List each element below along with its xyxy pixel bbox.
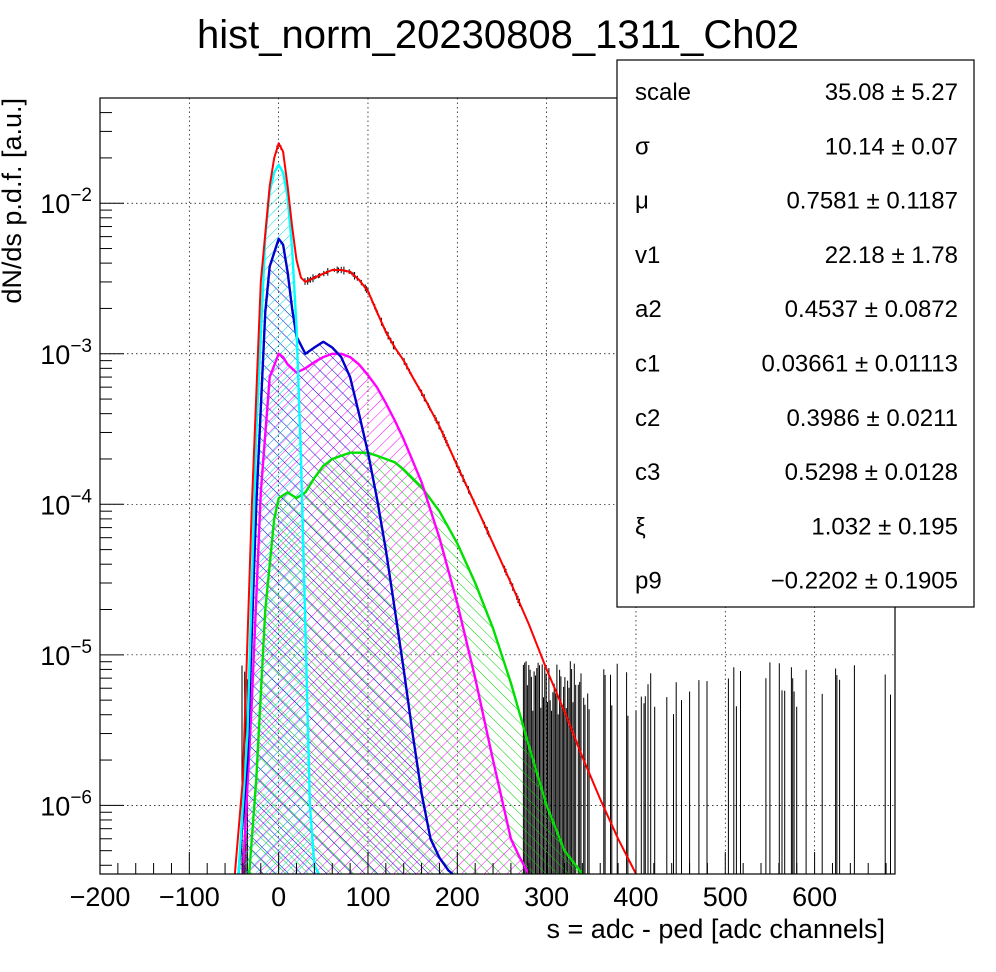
fit-stats-box: scale 35.08 ± 5.27 σ 10.14 ± 0.07 μ 0.7581 ± … (616, 59, 975, 608)
stat-value: 0.4537 ± 0.0872 (785, 296, 958, 323)
y-tick-labels: 10−6 10−5 10−4 10−3 10−2 (40, 185, 92, 821)
stat-value: 22.18 ± 1.78 (825, 242, 958, 269)
x-tick-label: 200 (435, 882, 480, 912)
stat-name: a2 (635, 296, 662, 323)
x-tick-label: 300 (524, 882, 569, 912)
x-tick-labels: −200 −100 0 100 200 300 400 500 600 (70, 882, 838, 912)
fit-curves (233, 142, 637, 874)
stat-name: c1 (635, 351, 660, 378)
stat-name: c3 (635, 459, 660, 486)
stat-name: scale (635, 79, 691, 106)
total-fit-curve (233, 142, 637, 874)
x-tick-label: 500 (703, 882, 748, 912)
y-tick-label: 10−5 (40, 637, 92, 671)
y-tick-label: 10−3 (40, 336, 92, 370)
x-axis-title: s = adc - ped [adc channels] (547, 914, 885, 944)
y-axis-title: dN/ds p.d.f. [a.u.] (0, 98, 27, 304)
stat-value: 35.08 ± 5.27 (825, 79, 958, 106)
stat-value: 1.032 ± 0.195 (811, 513, 958, 540)
chart-title: hist_norm_20230808_1311_Ch02 (197, 13, 799, 57)
stat-value: 0.7581 ± 0.1187 (786, 188, 958, 215)
stat-name: μ (635, 188, 649, 215)
stat-name: σ (635, 133, 650, 160)
component-curve (241, 352, 530, 874)
x-tick-label: 600 (792, 882, 837, 912)
stat-value: 0.3986 ± 0.0211 (786, 405, 958, 432)
y-tick-label: 10−4 (40, 486, 92, 520)
x-tick-label: 0 (271, 882, 286, 912)
stat-value: 0.5298 ± 0.0128 (785, 459, 958, 486)
stat-value: 10.14 ± 0.07 (825, 133, 958, 160)
stat-name: c2 (635, 405, 660, 432)
x-tick-label: 100 (345, 882, 390, 912)
x-tick-label: −100 (159, 882, 220, 912)
stat-name: v1 (635, 242, 660, 269)
component-curve (237, 237, 454, 874)
component-fill-area (238, 164, 319, 874)
component-curve (237, 163, 320, 874)
axis-ticks (99, 97, 887, 874)
component-fills (238, 164, 583, 874)
stat-name: p9 (635, 568, 662, 595)
stat-value: 0.03661 ± 0.01113 (762, 351, 958, 378)
stat-value: −0.2202 ± 0.1905 (771, 568, 958, 595)
stat-name: ξ (635, 513, 646, 540)
y-tick-label: 10−6 (40, 787, 92, 821)
x-tick-label: 400 (613, 882, 658, 912)
x-tick-label: −200 (70, 882, 131, 912)
stats-box-frame (616, 59, 975, 608)
y-tick-label: 10−2 (40, 185, 92, 219)
